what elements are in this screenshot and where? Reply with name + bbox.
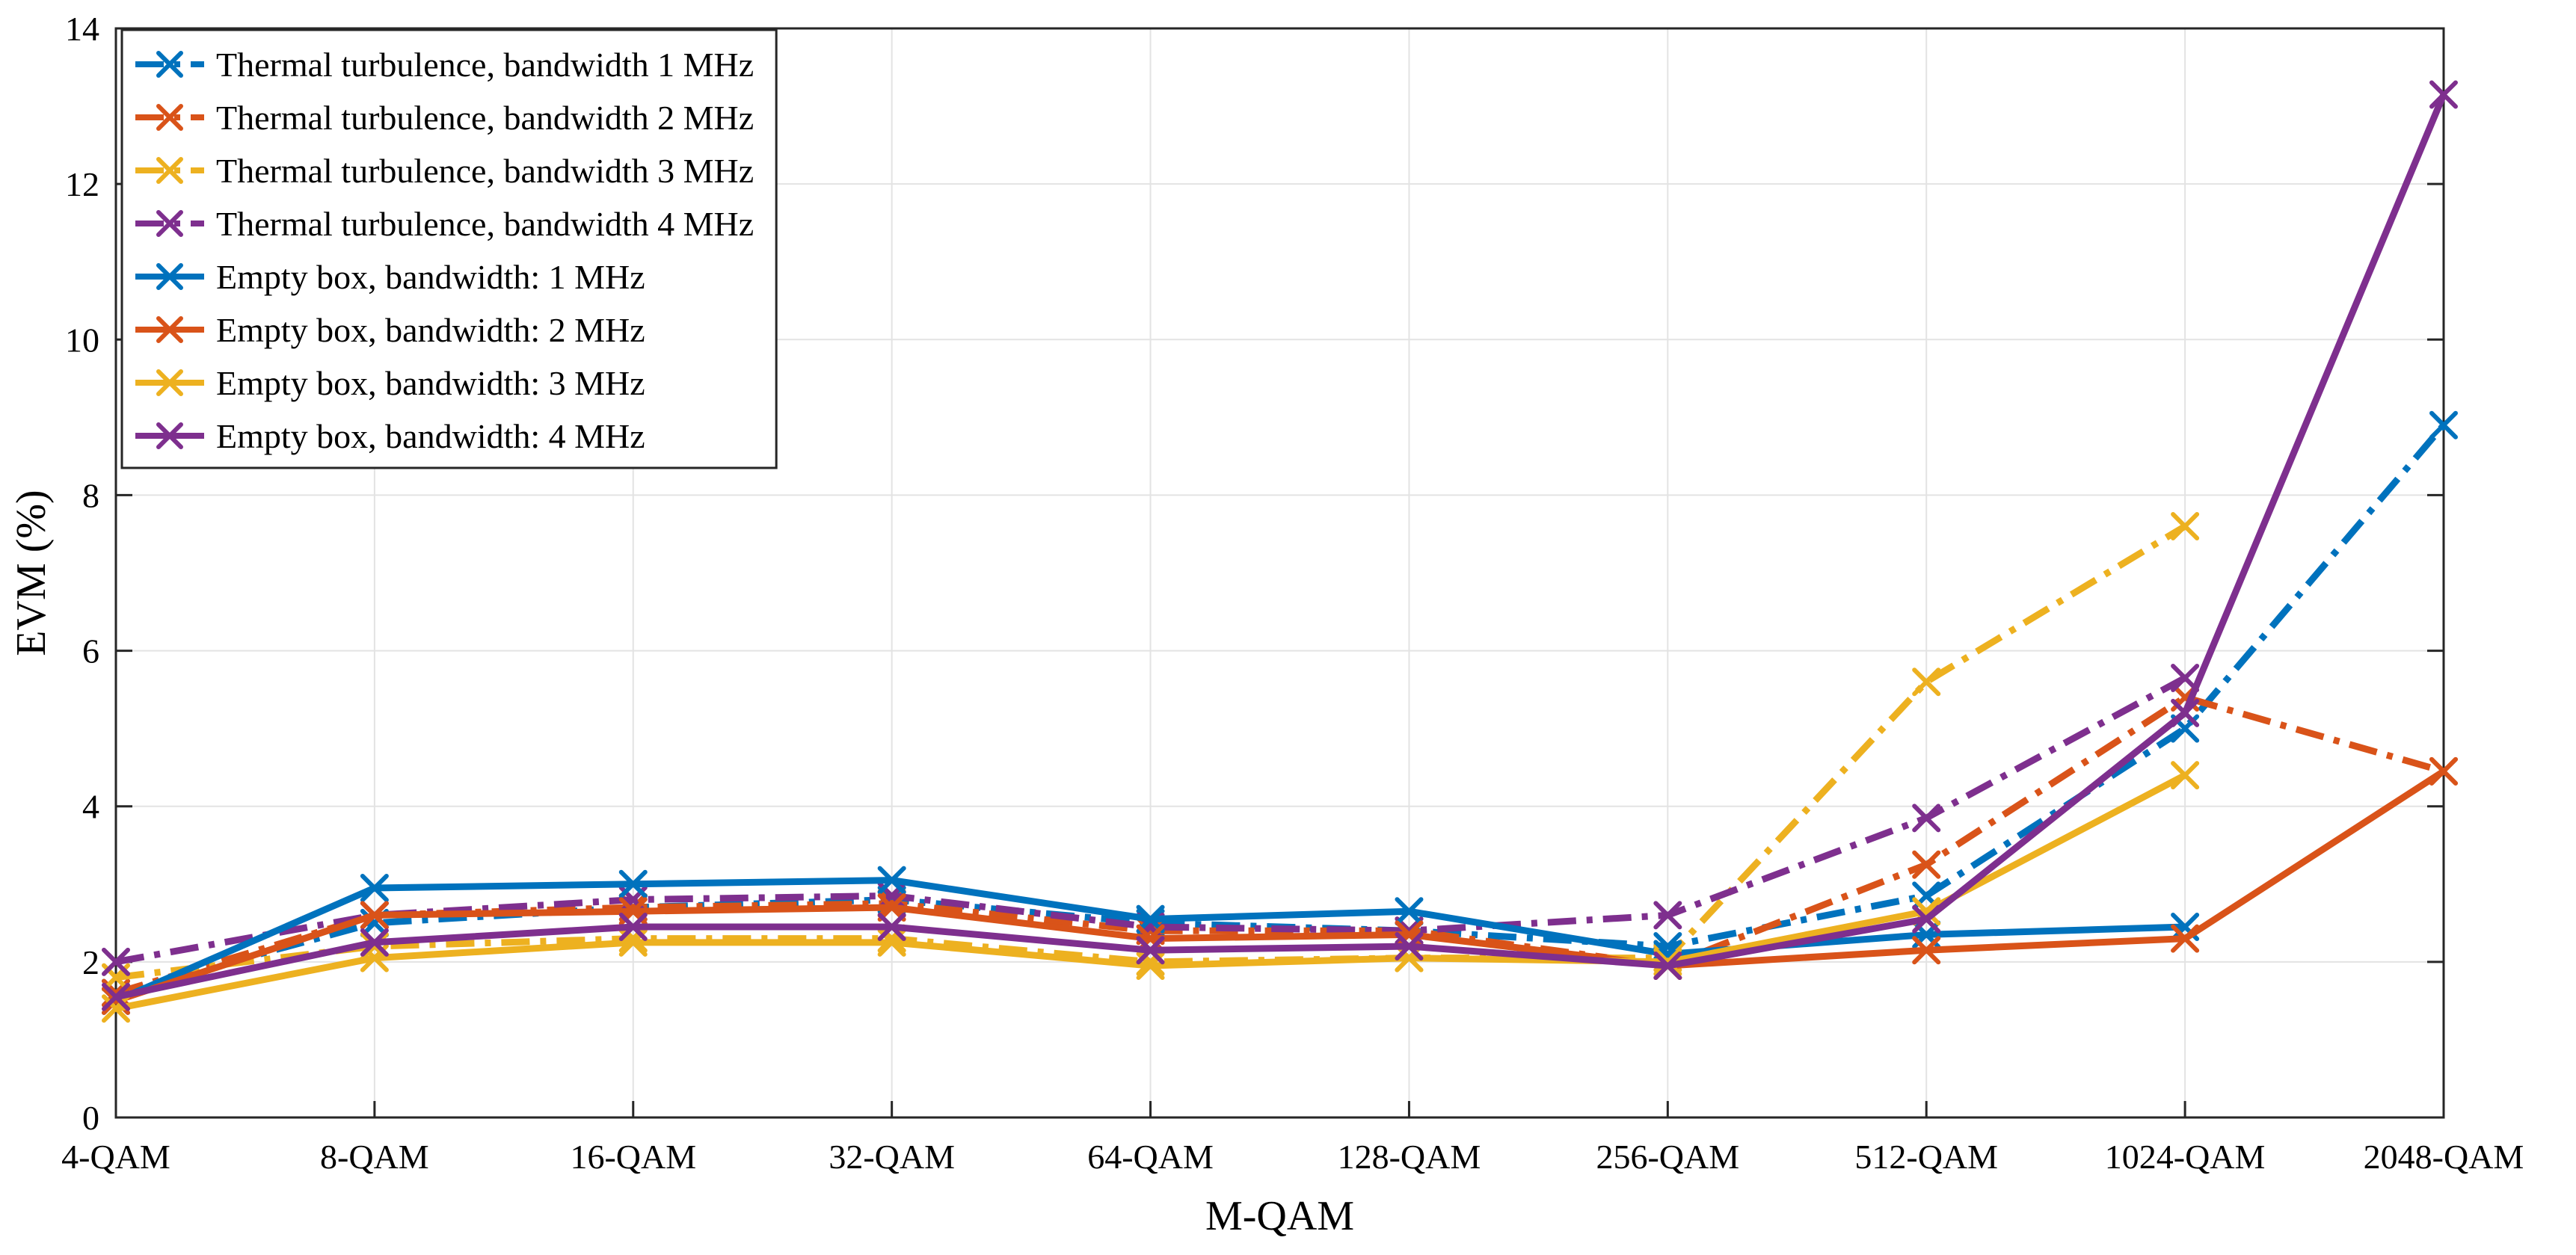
data-point (1395, 897, 1424, 926)
x-tick-label: 64-QAM (1087, 1138, 1214, 1176)
data-point (2171, 924, 2200, 953)
legend-marker (156, 104, 183, 131)
x-tick-label: 256-QAM (1596, 1138, 1739, 1176)
data-point (2171, 761, 2200, 790)
data-point (1136, 904, 1165, 934)
data-point (360, 928, 389, 957)
data-point (102, 994, 130, 1023)
data-point (2429, 410, 2458, 440)
x-tick-label: 512-QAM (1854, 1138, 1998, 1176)
x-tick-label: 128-QAM (1338, 1138, 1481, 1176)
data-point (2171, 698, 2200, 727)
data-point (360, 873, 389, 902)
data-point (1912, 667, 1941, 697)
data-point (1653, 901, 1682, 930)
x-axis-title: M-QAM (1205, 1193, 1354, 1239)
x-tick-label: 4-QAM (61, 1138, 170, 1176)
legend: Thermal turbulence, bandwidth 1 MHz Therm… (120, 28, 778, 469)
legend-item: Thermal turbulence, bandwidth 1 MHz (135, 46, 754, 84)
x-tick-label: 1024-QAM (2105, 1138, 2266, 1176)
legend-marker (156, 369, 183, 396)
data-point (618, 869, 648, 898)
legend-marker (156, 263, 183, 290)
legend-label: Thermal turbulence, bandwidth 4 MHz (216, 205, 754, 243)
legend-marker (156, 157, 183, 184)
data-point (618, 913, 648, 942)
axis-ticks: 4-QAM 8-QAM 16-QAM 32-QAM 64-QAM 128-QAM 256-Q… (61, 10, 2524, 1176)
y-tick-label: 14 (65, 10, 99, 48)
legend-item: Empty box, bandwidth: 2 MHz (135, 311, 645, 349)
data-point (1912, 804, 1941, 833)
legend-label: Empty box, bandwidth: 4 MHz (216, 417, 645, 455)
legend-label: Thermal turbulence, bandwidth 3 MHz (216, 152, 754, 190)
x-tick-label: 8-QAM (320, 1138, 429, 1176)
data-point (1395, 932, 1424, 961)
series-8 (102, 80, 2458, 1011)
series-line (114, 768, 2446, 1005)
legend-marker (156, 422, 183, 449)
data-point (2429, 756, 2458, 786)
x-tick-label: 16-QAM (570, 1138, 696, 1176)
data-point (1136, 936, 1165, 965)
legend-item: Thermal turbulence, bandwidth 3 MHz (135, 152, 754, 190)
data-point (877, 866, 906, 895)
x-tick-label: 2048-QAM (2364, 1138, 2524, 1176)
series-line (115, 675, 2187, 966)
data-point (877, 913, 906, 942)
legend-box (120, 28, 778, 469)
data-point (877, 893, 906, 922)
y-tick-label: 0 (82, 1099, 99, 1137)
data-point (2171, 512, 2200, 541)
data-point (1653, 952, 1682, 981)
legend-label: Empty box, bandwidth: 2 MHz (216, 311, 645, 349)
legend-label: Thermal turbulence, bandwidth 2 MHz (216, 99, 754, 137)
data-point (1653, 947, 1682, 976)
x-tick-label: 32-QAM (829, 1138, 955, 1176)
data-point (1395, 920, 1424, 949)
legend-marker (156, 51, 183, 78)
data-point (2429, 80, 2458, 109)
legend-item: Empty box, bandwidth: 1 MHz (135, 258, 645, 296)
y-tick-label: 6 (82, 632, 99, 670)
legend-marker (156, 316, 183, 343)
y-tick-label: 4 (82, 788, 99, 826)
data-point (360, 901, 389, 930)
data-point (102, 947, 130, 976)
legend-item: Empty box, bandwidth: 3 MHz (135, 364, 645, 402)
legend-item: Thermal turbulence, bandwidth 4 MHz (135, 205, 754, 243)
data-point (1912, 904, 1941, 934)
plot-area (114, 27, 2445, 1119)
data-point (1912, 850, 1941, 879)
legend-item: Empty box, bandwidth: 4 MHz (135, 417, 645, 455)
y-axis-title: EVM (%) (8, 490, 55, 656)
y-tick-label: 8 (82, 476, 99, 514)
legend-label: Empty box, bandwidth: 3 MHz (216, 364, 645, 402)
legend-label: Empty box, bandwidth: 1 MHz (216, 258, 645, 296)
legend-label: Thermal turbulence, bandwidth 1 MHz (216, 46, 754, 84)
legend-marker (156, 210, 183, 237)
y-tick-label: 12 (65, 165, 99, 203)
legend-item: Thermal turbulence, bandwidth 2 MHz (135, 99, 754, 137)
data-point (1136, 947, 1165, 976)
y-tick-label: 10 (65, 321, 99, 359)
series-line (115, 93, 2447, 1001)
series-lines (102, 80, 2458, 1023)
y-tick-label: 2 (82, 943, 99, 981)
data-point (102, 982, 130, 1011)
data-point (1912, 936, 1941, 965)
